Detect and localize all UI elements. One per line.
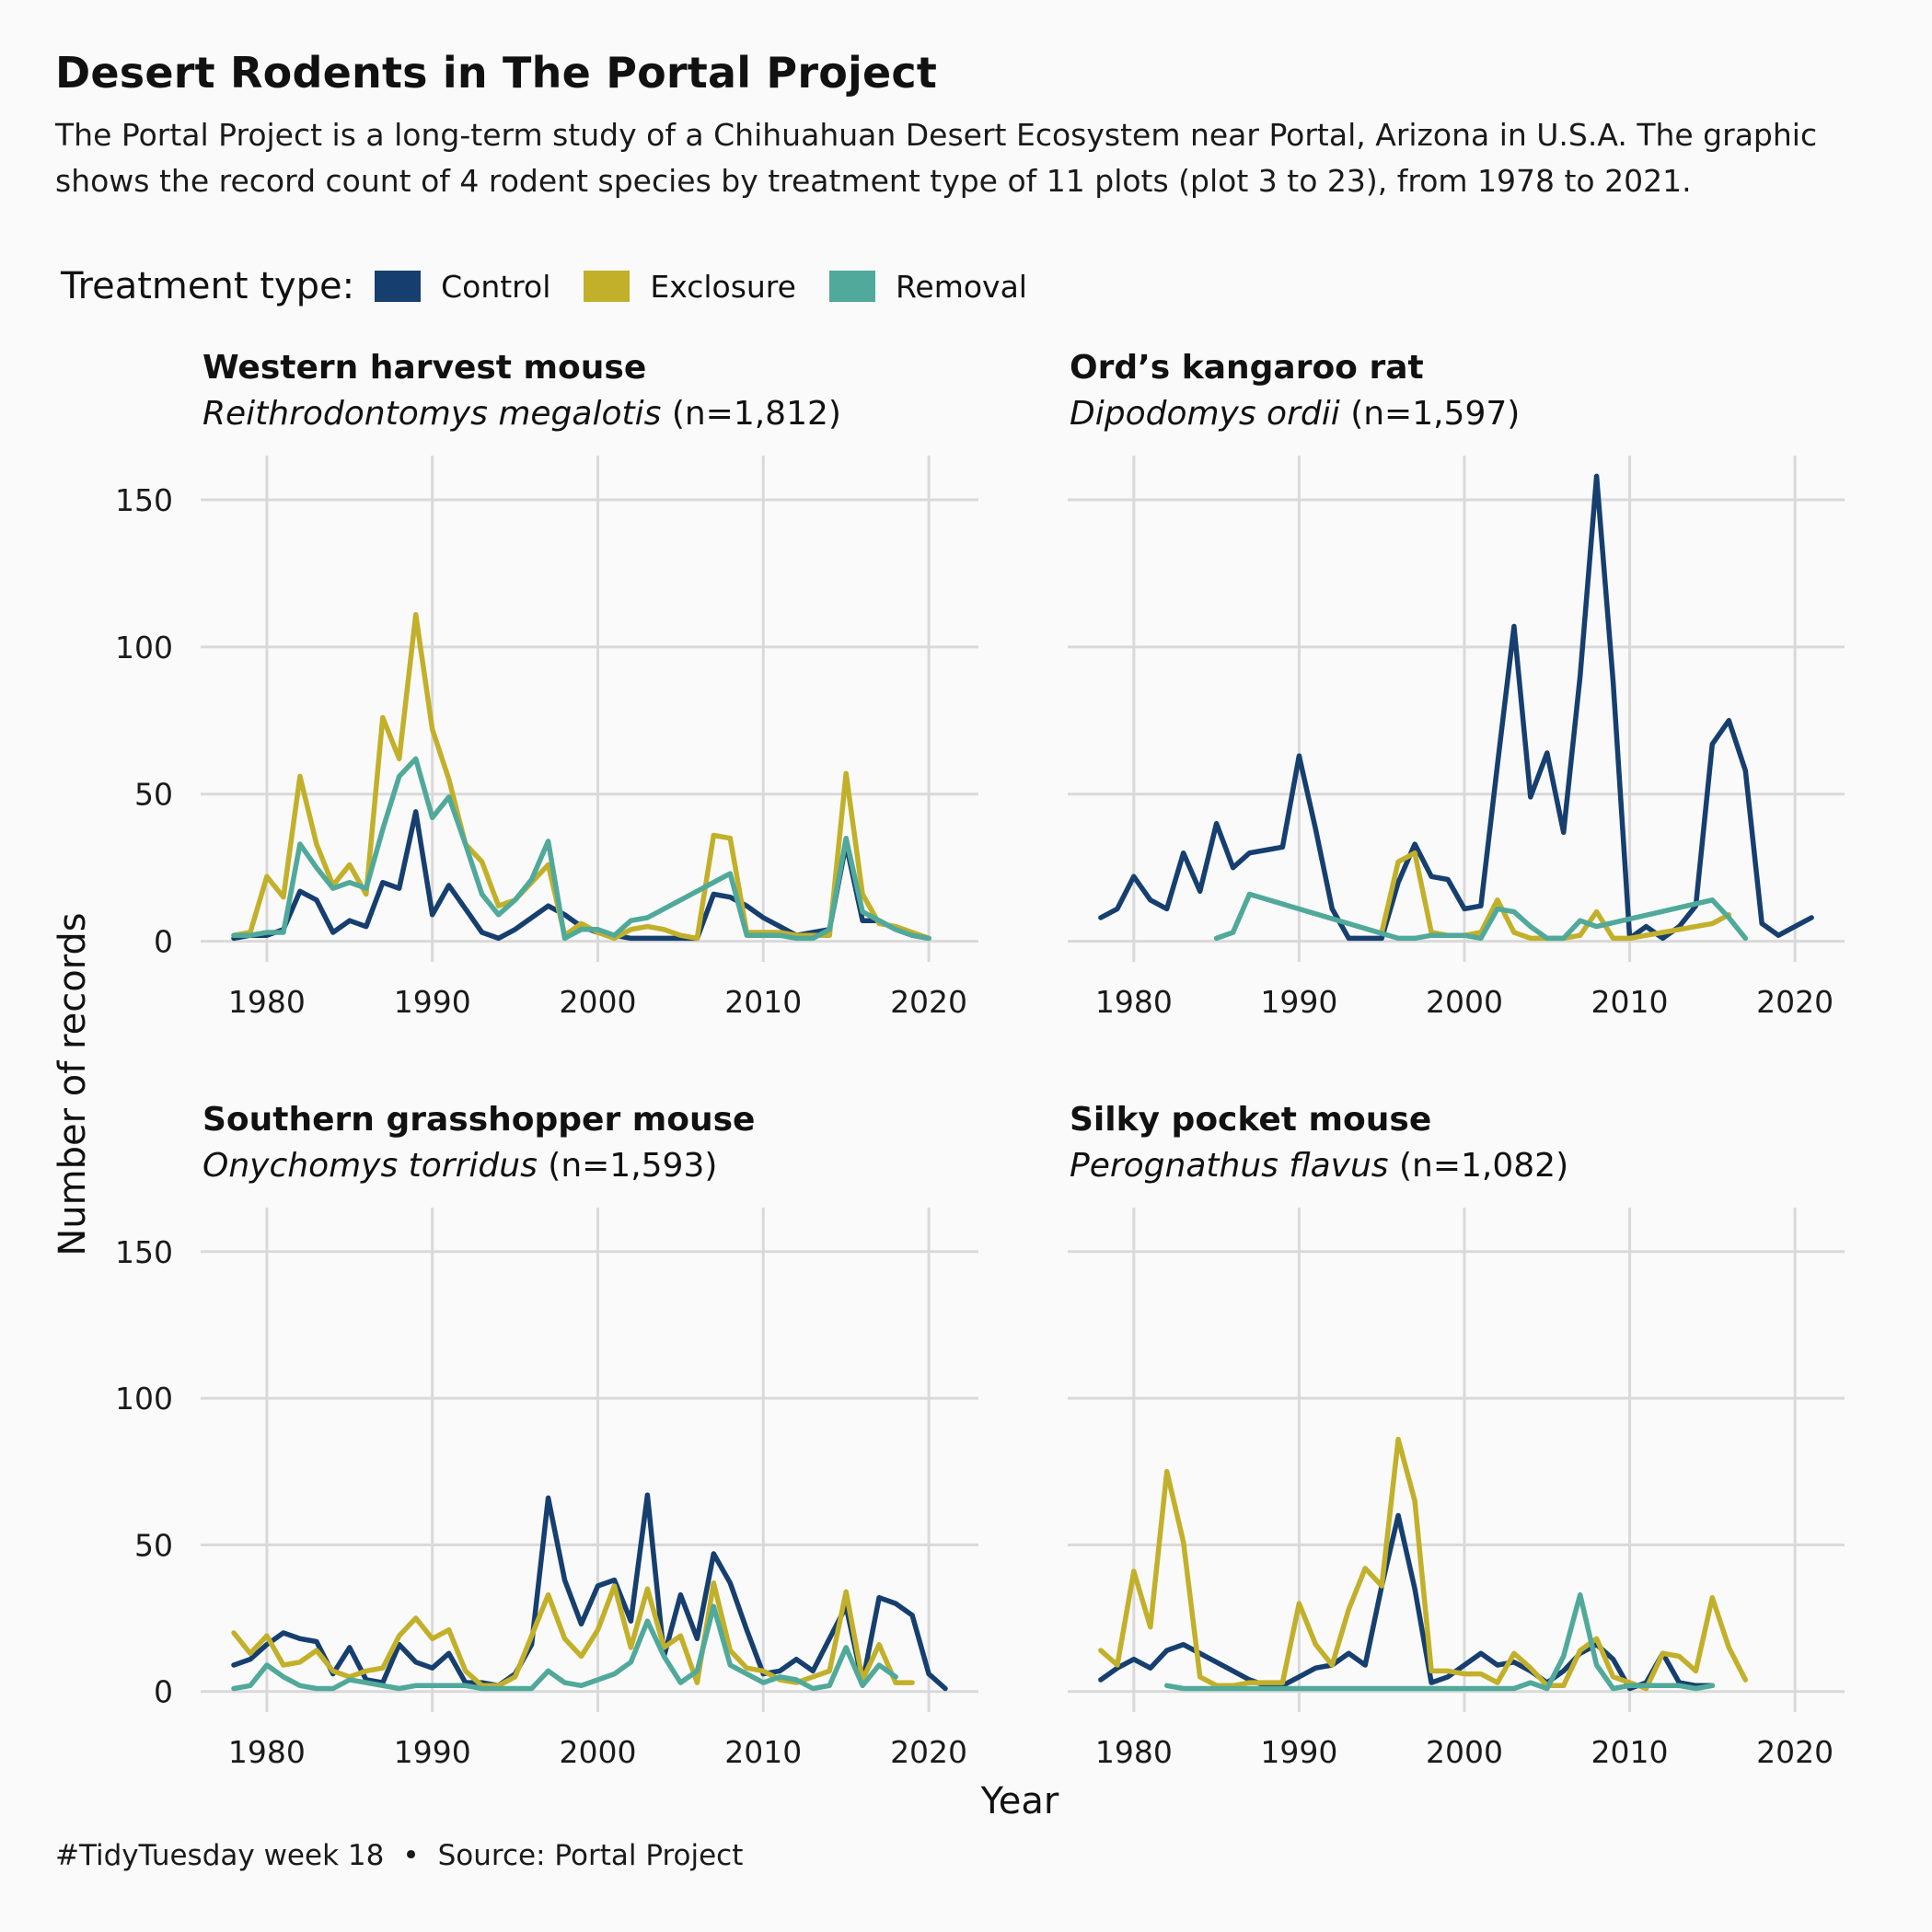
series-line-removal-southern-grasshopper-mouse xyxy=(231,1603,898,1692)
x-tick-label: 1980 xyxy=(1095,984,1173,1020)
panel-title-silky-pocket-mouse: Silky pocket mouse xyxy=(1070,1101,1431,1139)
legend-item-exclosure: Exclosure xyxy=(584,269,796,305)
x-tick-label: 1980 xyxy=(228,984,306,1020)
legend-swatch-control xyxy=(375,271,422,302)
record-count: (n=1,082) xyxy=(1399,1147,1568,1185)
x-tick-label: 2000 xyxy=(559,984,636,1020)
record-count: (n=1,593) xyxy=(548,1147,717,1185)
series-line-control-ord-s-kangaroo-rat xyxy=(1098,473,1814,942)
x-tick-label: 2020 xyxy=(1756,984,1834,1020)
record-count: (n=1,812) xyxy=(672,395,841,433)
species-name: Reithrodontomys megalotis xyxy=(202,395,672,433)
x-tick-label: 2020 xyxy=(1756,1734,1834,1770)
x-tick-label: 1990 xyxy=(1260,1734,1337,1770)
x-tick-label: 2000 xyxy=(1426,984,1503,1020)
x-tick-label: 1990 xyxy=(394,1734,471,1770)
y-tick-label: 0 xyxy=(154,1674,173,1710)
y-tick-label: 50 xyxy=(134,777,173,813)
species-name: Dipodomys ordii xyxy=(1070,395,1350,433)
x-tick-label: 2000 xyxy=(1426,1734,1503,1770)
series-line-removal-ord-s-kangaroo-rat xyxy=(1213,891,1749,942)
y-axis-label: Number of records xyxy=(52,912,94,1255)
legend-swatch-removal xyxy=(828,271,875,302)
y-tick-label: 150 xyxy=(115,482,173,518)
series-line-control-southern-grasshopper-mouse xyxy=(231,1492,948,1692)
chart-subtitle: The Portal Project is a long-term study … xyxy=(55,117,1818,199)
x-tick-label: 2020 xyxy=(890,1734,967,1770)
legend-label-removal: Removal xyxy=(895,268,1027,305)
x-tick-label: 2010 xyxy=(1591,1734,1669,1770)
x-tick-label: 2020 xyxy=(890,984,967,1020)
y-tick-label: 100 xyxy=(115,1381,173,1417)
record-count: (n=1,597) xyxy=(1350,395,1520,433)
legend-item-control: Control xyxy=(375,269,550,305)
panel-subtitle-silky-pocket-mouse: Perognathus flavus (n=1,082) xyxy=(1070,1147,1568,1185)
x-tick-label: 2010 xyxy=(1591,984,1669,1020)
series-line-removal-western-harvest-mouse xyxy=(231,756,931,942)
x-tick-label: 1980 xyxy=(228,1734,306,1770)
panel-title-ord-s-kangaroo-rat: Ord’s kangaroo rat xyxy=(1070,349,1424,387)
y-tick-label: 100 xyxy=(115,630,173,665)
legend-item-removal: Removal xyxy=(828,268,1027,305)
y-tick-label: 0 xyxy=(154,924,173,960)
x-axis-label: Year xyxy=(980,1780,1059,1822)
legend-label-exclosure: Exclosure xyxy=(650,268,796,305)
species-name: Onychomys torridus xyxy=(202,1147,548,1185)
caption-source: Source: Portal Project xyxy=(437,1839,744,1872)
series-line-control-silky-pocket-mouse xyxy=(1098,1512,1716,1692)
legend-title: Treatment type: xyxy=(61,265,355,307)
chart-title: Desert Rodents in The Portal Project xyxy=(55,48,938,98)
legend-swatch-exclosure xyxy=(584,271,631,302)
series-line-exclosure-silky-pocket-mouse xyxy=(1098,1436,1749,1692)
y-tick-label: 50 xyxy=(134,1527,173,1563)
caption-separator: • xyxy=(402,1839,420,1872)
panel-title-southern-grasshopper-mouse: Southern grasshopper mouse xyxy=(202,1101,755,1139)
panel-subtitle-ord-s-kangaroo-rat: Dipodomys ordii (n=1,597) xyxy=(1070,395,1520,433)
series-line-control-western-harvest-mouse xyxy=(231,809,931,942)
x-tick-label: 1990 xyxy=(1260,984,1337,1020)
x-tick-label: 1980 xyxy=(1095,1734,1173,1770)
panel-subtitle-western-harvest-mouse: Reithrodontomys megalotis (n=1,812) xyxy=(202,395,841,433)
caption: #TidyTuesday week 18 • Source: Portal Proj… xyxy=(55,1839,743,1872)
species-name: Perognathus flavus xyxy=(1070,1147,1399,1185)
caption-tag: #TidyTuesday week 18 xyxy=(55,1839,385,1872)
x-tick-label: 1990 xyxy=(394,984,471,1020)
series-line-removal-silky-pocket-mouse xyxy=(1163,1591,1716,1692)
panel-subtitle-southern-grasshopper-mouse: Onychomys torridus (n=1,593) xyxy=(202,1147,717,1185)
x-tick-label: 2010 xyxy=(724,1734,802,1770)
legend: Treatment type: Control Exclosure Remova… xyxy=(61,265,1060,307)
x-tick-label: 2010 xyxy=(724,984,802,1020)
y-tick-label: 150 xyxy=(115,1234,173,1270)
panel-title-western-harvest-mouse: Western harvest mouse xyxy=(202,349,646,387)
series-line-exclosure-western-harvest-mouse xyxy=(231,611,931,942)
x-tick-label: 2000 xyxy=(559,1734,636,1770)
legend-label-control: Control xyxy=(441,268,551,305)
